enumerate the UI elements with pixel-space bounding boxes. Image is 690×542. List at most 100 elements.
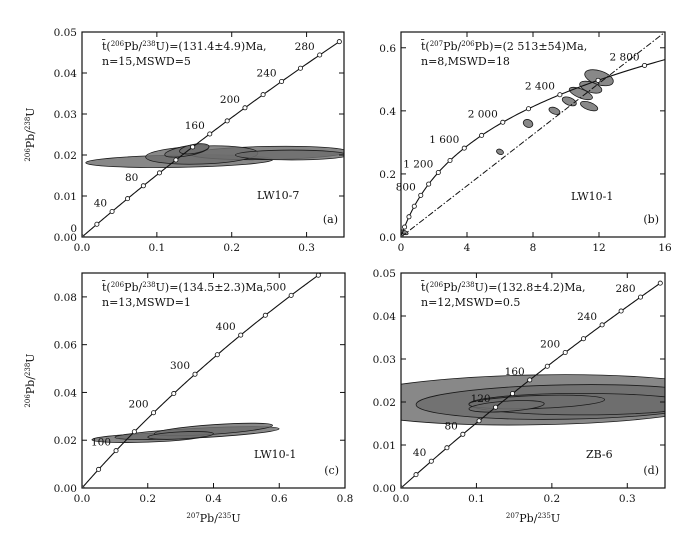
y-tick-label: 0.00 xyxy=(54,483,77,495)
concordia-age-label: 2 800 xyxy=(610,51,640,63)
age-marker xyxy=(193,372,197,376)
age-marker xyxy=(600,323,604,327)
age-marker xyxy=(619,309,623,313)
x-tick-label: 8 xyxy=(530,242,537,254)
x-axis-title: 207Pb/235U xyxy=(186,512,240,525)
age-marker xyxy=(545,364,549,368)
age-marker xyxy=(407,215,411,219)
age-marker xyxy=(114,449,118,453)
y-tick-label: 0.6 xyxy=(379,43,396,55)
x-tick-label: 0.2 xyxy=(223,242,240,254)
y-tick-label: 0.02 xyxy=(54,435,77,447)
age-marker xyxy=(279,79,283,83)
age-marker xyxy=(337,40,341,44)
concordia-age-label: 1 600 xyxy=(429,134,459,146)
y-tick-label: 0.00 xyxy=(54,232,77,244)
stats-annotation: n=12,MSWD=0.5 xyxy=(421,296,520,309)
x-tick-label: 0.3 xyxy=(619,493,636,505)
x-tick-label: 0.4 xyxy=(205,493,222,505)
age-marker xyxy=(96,467,100,471)
age-marker xyxy=(174,158,178,162)
ellipse-group xyxy=(92,421,280,445)
sample-label: LW10-7 xyxy=(257,189,299,202)
age-annotation: t̄(206Pb/238U)=(131.4±4.9)Ma, xyxy=(101,40,266,53)
concordia-age-label: 40 xyxy=(94,197,107,209)
age-marker xyxy=(419,193,423,197)
age-marker xyxy=(429,459,433,463)
ellipse-group xyxy=(86,142,348,169)
age-marker xyxy=(157,171,161,175)
x-tick-label: 0.8 xyxy=(337,493,354,505)
age-marker xyxy=(402,225,406,229)
age-marker xyxy=(215,353,219,357)
x-tick-label: 0.1 xyxy=(468,493,485,505)
age-annotation: t̄(207Pb/206Pb)=(2 513±54)Ma, xyxy=(420,40,587,53)
y-tick-label: 0.04 xyxy=(373,311,397,323)
y-tick-label: 0.01 xyxy=(54,191,77,203)
y-tick-label: 0.4 xyxy=(379,106,396,118)
y-axis-title: 206Pb/238U xyxy=(24,353,37,407)
concordia-curve xyxy=(82,42,339,237)
y-tick-label: 0.02 xyxy=(373,397,396,409)
concordia-age-label: 120 xyxy=(471,393,491,405)
age-marker xyxy=(477,419,481,423)
concordia-age-label: 240 xyxy=(257,67,277,79)
y-tick-label: 0.01 xyxy=(373,440,396,452)
y-tick-label: 0.08 xyxy=(54,292,77,304)
concordia-age-label: 2 000 xyxy=(468,108,498,120)
error-ellipse xyxy=(579,99,599,112)
panel-label: (a) xyxy=(323,213,338,226)
age-annotation: t̄(206Pb/238U)=(132.8±4.2)Ma, xyxy=(420,281,585,294)
age-annotation: t̄(206Pb/238U)=(134.5±2.3)Ma, xyxy=(101,281,266,294)
concordia-age-label: 200 xyxy=(220,94,240,106)
age-marker xyxy=(638,295,642,299)
y-tick-label: 0.00 xyxy=(373,483,396,495)
error-ellipse xyxy=(496,148,505,156)
concordia-age-label: 200 xyxy=(540,339,560,351)
age-marker xyxy=(563,350,567,354)
concordia-age-label: 100 xyxy=(91,437,111,449)
concordia-age-label: 240 xyxy=(577,311,597,323)
age-marker xyxy=(501,120,505,124)
y-tick-label: 0.02 xyxy=(54,150,77,162)
age-marker xyxy=(151,411,155,415)
age-marker xyxy=(412,204,416,208)
age-marker xyxy=(141,184,145,188)
y-tick-label: 0.0 xyxy=(379,232,396,244)
x-tick-label: 16 xyxy=(658,242,672,254)
age-marker xyxy=(596,78,600,82)
panel-label: (c) xyxy=(324,464,339,477)
age-marker xyxy=(510,391,514,395)
sample-label: LW10-1 xyxy=(254,448,296,461)
age-marker xyxy=(318,53,322,57)
age-marker xyxy=(110,209,114,213)
age-marker xyxy=(642,63,646,67)
stats-annotation: n=13,MSWD=1 xyxy=(102,296,191,309)
ellipse-group xyxy=(400,67,616,236)
concordia-age-label: 280 xyxy=(295,41,315,53)
age-marker xyxy=(298,66,302,70)
concordia-age-label: 400 xyxy=(216,321,236,333)
panel-label: (d) xyxy=(643,464,659,477)
age-marker xyxy=(581,337,585,341)
panel-a: 0 40 80 160 200 240 280 0.0 0.1 0.2 0.3 0.00 0.01 0.0… xyxy=(24,27,348,254)
age-marker xyxy=(461,432,465,436)
y-tick-label: 0.05 xyxy=(373,268,396,280)
age-marker xyxy=(480,133,484,137)
age-marker xyxy=(526,107,530,111)
concordia-age-label: 500 xyxy=(266,281,286,293)
concordia-age-label: 280 xyxy=(615,283,635,295)
age-marker xyxy=(427,182,431,186)
error-ellipse xyxy=(522,118,534,129)
x-tick-label: 4 xyxy=(464,242,471,254)
age-marker xyxy=(289,293,293,297)
error-ellipse xyxy=(235,150,347,160)
age-marker xyxy=(658,281,662,285)
stats-annotation: n=8,MSWD=18 xyxy=(421,55,510,68)
concordia-age-label: 40 xyxy=(413,447,426,459)
age-marker xyxy=(494,405,498,409)
sample-label: ZB-6 xyxy=(586,448,613,461)
x-axis-title: 207Pb/235U xyxy=(506,512,560,525)
y-tick-label: 0.2 xyxy=(379,169,396,181)
